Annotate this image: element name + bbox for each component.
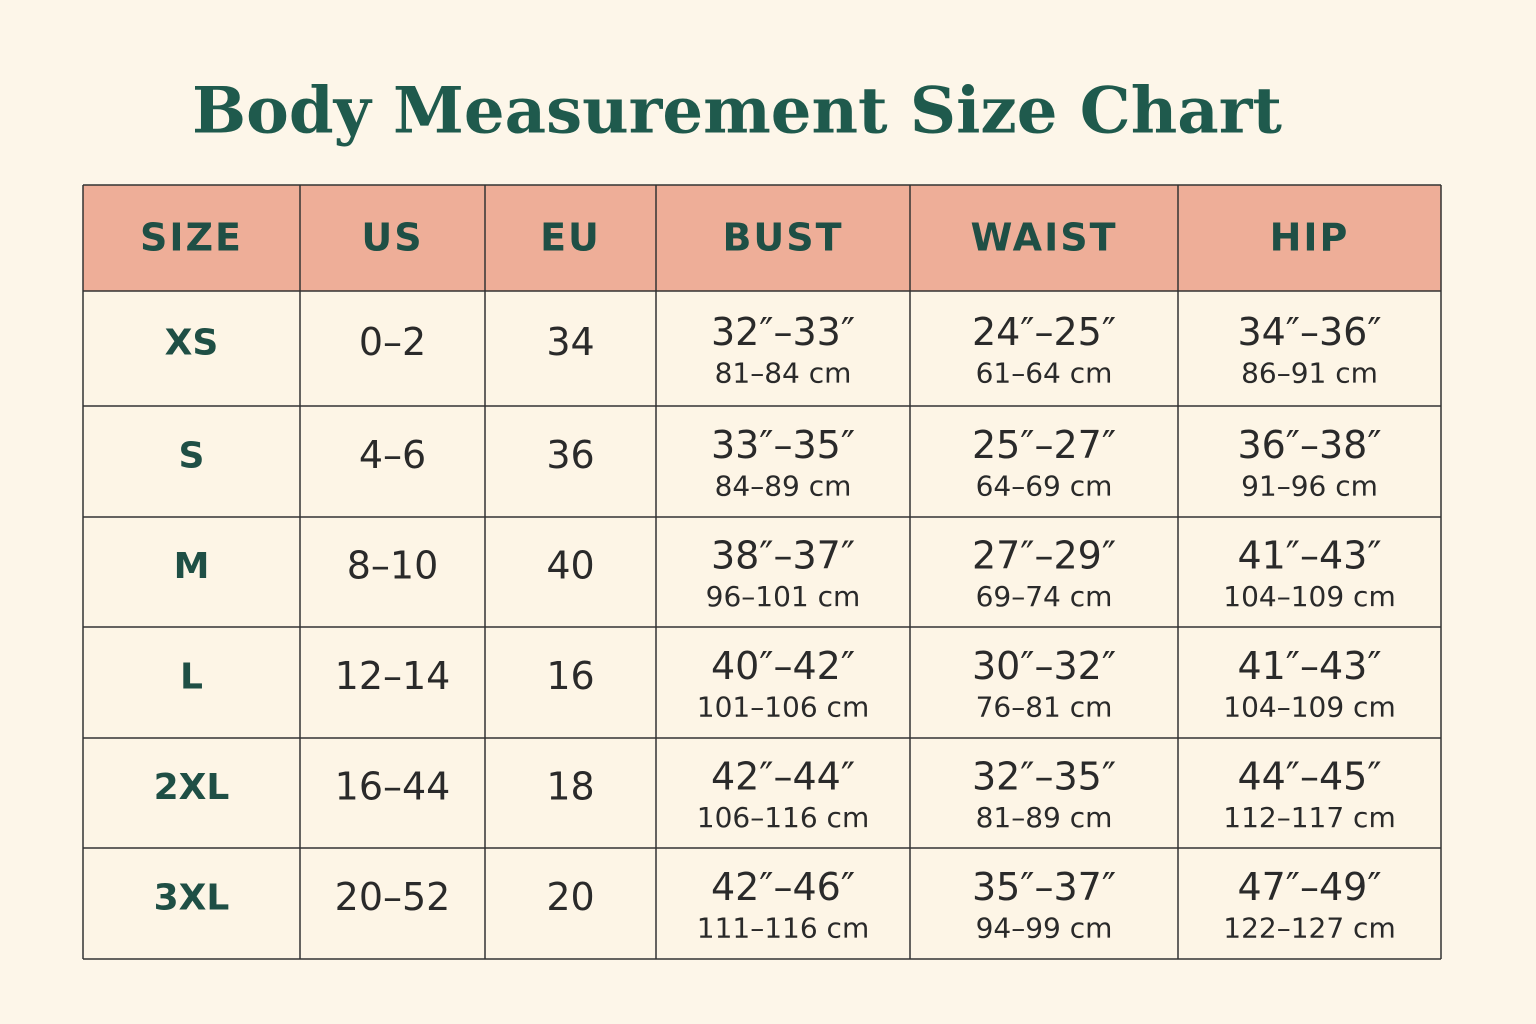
cell-value: 12–14 <box>335 654 451 698</box>
cm-range: 106–116 cm <box>697 801 869 834</box>
cell-value: 40 <box>546 544 594 588</box>
cell-value: 36 <box>546 433 594 477</box>
inch-range: 25″–27″ <box>972 423 1116 467</box>
cell-value: 20 <box>546 875 594 919</box>
size-label: M <box>174 546 210 587</box>
inch-range: 24″–25″ <box>972 310 1116 354</box>
cm-range: 122–127 cm <box>1223 912 1395 945</box>
inch-range: 36″–38″ <box>1237 423 1381 467</box>
inch-range: 35″–37″ <box>972 865 1116 909</box>
cm-range: 76–81 cm <box>976 691 1113 724</box>
cm-range: 61–64 cm <box>976 357 1113 390</box>
cm-range: 111–116 cm <box>697 912 869 945</box>
inch-range: 40″–42″ <box>711 644 855 688</box>
column-header: HIP <box>1270 216 1350 260</box>
cm-range: 91–96 cm <box>1241 470 1378 503</box>
header-row <box>83 185 1441 291</box>
inch-range: 34″–36″ <box>1237 310 1381 354</box>
column-header: EU <box>540 216 601 260</box>
cm-range: 96–101 cm <box>706 580 861 613</box>
table-body <box>83 291 1441 959</box>
cm-range: 69–74 cm <box>976 580 1113 613</box>
cell-value: 16 <box>546 654 594 698</box>
inch-range: 42″–46″ <box>711 865 855 909</box>
cell-value: 16–44 <box>335 765 451 809</box>
inch-range: 44″–45″ <box>1237 755 1381 799</box>
inch-range: 47″–49″ <box>1237 865 1381 909</box>
cm-range: 104–109 cm <box>1223 691 1395 724</box>
cm-range: 94–99 cm <box>976 912 1113 945</box>
cell-value: 20–52 <box>335 875 451 919</box>
title: Body Measurement Size Chart <box>192 74 1282 149</box>
inch-range: 30″–32″ <box>972 644 1116 688</box>
cell-value: 34 <box>546 320 594 364</box>
cm-range: 81–84 cm <box>715 357 852 390</box>
cell-value: 18 <box>546 765 594 809</box>
size-label: XS <box>165 323 219 364</box>
size-label: L <box>180 657 203 698</box>
inch-range: 32″–33″ <box>711 310 855 354</box>
inch-range: 41″–43″ <box>1237 644 1381 688</box>
cm-range: 101–106 cm <box>697 691 869 724</box>
size-label: S <box>179 436 205 477</box>
column-header: US <box>361 216 423 260</box>
cm-range: 81–89 cm <box>976 801 1113 834</box>
inch-range: 41″–43″ <box>1237 534 1381 578</box>
column-header: WAIST <box>970 216 1117 260</box>
inch-range: 42″–44″ <box>711 755 855 799</box>
cm-range: 84–89 cm <box>715 470 852 503</box>
column-header: SIZE <box>140 216 243 260</box>
cell-value: 4–6 <box>359 433 426 477</box>
column-header: BUST <box>722 216 843 260</box>
size-label: 3XL <box>154 878 230 919</box>
inch-range: 27″–29″ <box>972 534 1116 578</box>
inch-range: 33″–35″ <box>711 423 855 467</box>
inch-range: 32″–35″ <box>972 755 1116 799</box>
cm-range: 104–109 cm <box>1223 580 1395 613</box>
cm-range: 64–69 cm <box>976 470 1113 503</box>
cell-value: 8–10 <box>347 544 439 588</box>
cm-range: 86–91 cm <box>1241 357 1378 390</box>
cm-range: 112–117 cm <box>1223 801 1395 834</box>
cell-value: 0–2 <box>359 320 426 364</box>
inch-range: 38″–37″ <box>711 534 855 578</box>
size-label: 2XL <box>154 767 230 808</box>
